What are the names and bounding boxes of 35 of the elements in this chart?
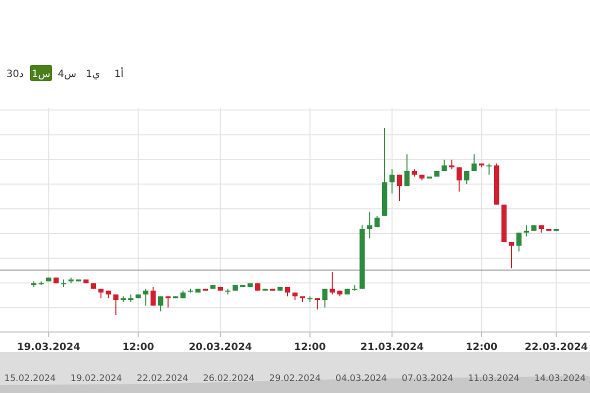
candlestick [508, 242, 514, 269]
candlestick [389, 168, 395, 194]
candlestick [150, 286, 156, 306]
candlestick [456, 166, 462, 192]
x-tick-label: 12:00 [122, 342, 154, 353]
text: 19.02.2024 [70, 374, 122, 384]
text: 26.02.2024 [202, 374, 255, 384]
candlestick [367, 212, 372, 239]
candlestick [322, 288, 328, 308]
candlestick [158, 296, 164, 312]
candlestick [330, 271, 335, 295]
text: 07.03.2024 [402, 374, 454, 384]
candlestick [516, 232, 522, 252]
x-tick-label: 21.03.2024 [360, 342, 424, 353]
candlestick [143, 288, 148, 306]
candlestick [396, 174, 402, 202]
x-tick-label: 22.03.2024 [524, 342, 588, 353]
x-tick-label: 12:00 [466, 342, 498, 353]
candlestick [464, 170, 470, 185]
x-tick-label: 19.03.2024 [17, 342, 80, 353]
x-tick-label: 12:00 [294, 342, 326, 353]
candlestick [472, 154, 477, 172]
text: 29.02.2024 [269, 374, 322, 384]
candlestick [404, 154, 410, 186]
x-tick-label: 20.03.2024 [188, 342, 252, 353]
text: 04.03.2024 [335, 374, 388, 384]
text: 11.03.2024 [468, 374, 520, 384]
text: 22.02.2024 [136, 374, 189, 384]
candlestick [449, 159, 454, 170]
candlestick [314, 298, 320, 310]
candlestick [486, 163, 492, 176]
text: 14.03.2024 [534, 374, 586, 384]
candlestick [113, 294, 118, 316]
text: 15.02.2024 [4, 374, 56, 384]
toolbar: 30د 1س 4س 1ي 1أ [6, 65, 124, 81]
